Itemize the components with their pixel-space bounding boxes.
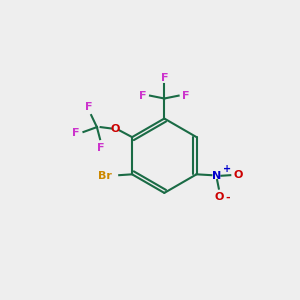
Text: F: F bbox=[85, 102, 93, 112]
Text: F: F bbox=[98, 143, 105, 153]
Text: N: N bbox=[212, 171, 222, 181]
Text: O: O bbox=[215, 192, 224, 202]
Text: +: + bbox=[223, 164, 231, 175]
Text: F: F bbox=[72, 128, 80, 138]
Text: O: O bbox=[111, 124, 120, 134]
Text: F: F bbox=[139, 91, 147, 100]
Text: -: - bbox=[225, 192, 230, 202]
Text: Br: Br bbox=[98, 171, 112, 181]
Text: F: F bbox=[182, 91, 190, 100]
Text: F: F bbox=[160, 73, 168, 83]
Text: O: O bbox=[234, 170, 243, 180]
